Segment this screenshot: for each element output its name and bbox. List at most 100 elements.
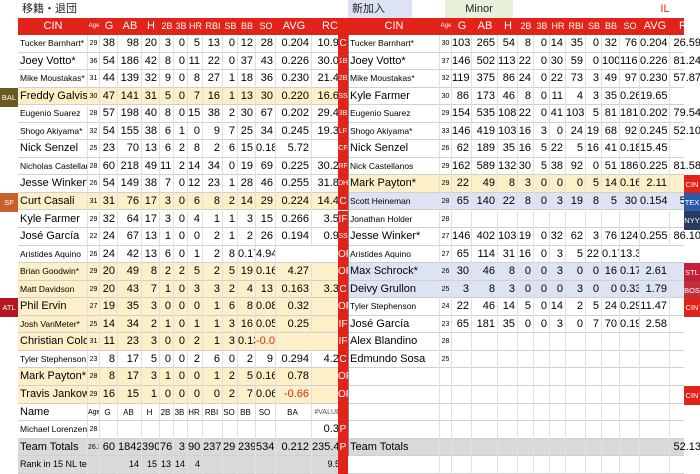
stat-cell [498,421,518,439]
table-row[interactable]: Kyle Farmer 29 32 64 17 3 0 4 1 1 3 15 0.266 3.57 IF [18,210,348,229]
stat-cell: 22 [452,298,472,316]
stat-cell [452,421,472,439]
stat-cell: 68 [602,122,620,141]
stat-cell: 0.230 [640,70,670,88]
stat-cell: 11 [160,157,174,176]
table-row[interactable]: Jonathan Holder 28 [348,210,684,229]
table-row[interactable]: Matt Davidson 29 20 43 7 1 0 3 3 2 4 13 0.163 3.38 C [18,280,348,299]
stat-cell: 0.067 [256,386,276,404]
player-name: Joey Votto* [18,52,88,71]
stat-cell [602,421,620,439]
stat-cell: 3 [142,298,160,316]
stat-cell: -0.66 [276,386,312,404]
table-row[interactable]: Eugenio Suarez 28 57 198 40 8 0 15 38 2 30 67 0.202 2… [18,105,348,123]
table-row[interactable] [348,456,684,474]
stat-cell: 22 [498,192,518,211]
table-row[interactable]: Team Totals26.36018423907639023729239534… [18,438,348,457]
stat-cell: 265 [472,35,498,53]
age-cell [440,386,452,404]
stat-cell: 62 [452,140,472,158]
stat-cell: 23 [203,175,223,193]
stat-cell: 3 [586,70,602,88]
stat-cell: 2 [188,333,203,351]
table-row[interactable]: Name Age G AB H 2B 3B HR RBI SO BB SO BA #VALUE! [18,403,348,422]
table-row[interactable]: Freddy Galvis# 30 47 141 31 5 0 7 16 1 13 30 0.220 16… [18,87,348,106]
position-badge: C [338,35,348,53]
age-cell: 23 [440,315,452,334]
age-cell [440,403,452,422]
table-row[interactable]: Alex Blandino 28 [348,333,684,351]
stat-cell: 8 [223,245,238,264]
player-name: Deivy Grullon [348,280,440,299]
stat-cell: 3 [223,315,238,334]
table-row[interactable]: Scott Heineman2865140228031985300.1545.9… [348,192,700,211]
stat-cell: 14 [498,298,518,316]
stat-cell: 3 [160,35,174,53]
stat-cell: 0 [174,368,188,386]
table-row[interactable]: Rank in 15 NL teams1415131449.54 [18,456,348,474]
stat-cell: 0 [174,333,188,351]
player-name: Tucker Barnhart* [348,35,440,53]
table-row[interactable]: Jesse Winker* 27 146 402 103 19 0 32 62 3 76 124 0.2… [348,228,700,246]
table-row[interactable]: Travis Jankowski*29161510000270.067-0.66… [18,386,352,404]
stat-cell: 0.163 [256,263,276,281]
table-row[interactable]: Tyler Stephenson 23 8 17 5 0 0 2 6 0 2 9 0.294 4.25 C [18,350,348,369]
stat-cell: 103 [566,105,586,123]
stat-cell: 32 [100,210,118,229]
stat-cell: 103 [498,228,518,246]
stat-cell [534,333,550,351]
table-row[interactable]: Mike Moustakas* 32 119 375 86 24 0 22 73 3 49 97 0.2… [348,70,700,88]
table-row[interactable]: Tucker Barnhart* 30 103 265 54 8 0 14 35 0 32 76 0.2… [348,35,700,53]
stat-cell: 29 [256,192,276,211]
stat-cell: BB [238,403,256,422]
table-row[interactable]: Shogo Akiyama* 32 54 155 38 6 1 0 9 7 25 34 0.245 19.… [18,122,348,141]
stat-cell [602,438,620,457]
table-row[interactable]: Nicholas Castellanos28602184911214340196… [18,157,348,176]
table-row[interactable]: Mike Moustakas* 31 44 139 32 9 0 8 27 1 18 36 0.230 2… [18,70,348,88]
table-row[interactable]: Team Totals 52.13 [348,438,700,457]
table-row[interactable]: Joey Votto* 36 54 186 42 8 0 11 22 0 37 43 0.226 30.0… [18,52,348,71]
table-row[interactable]: Jesse Winker* 26 54 149 38 7 0 12 23 1 28 46 0.255 31… [18,175,348,193]
table-row[interactable]: Shogo Akiyama* 33 146 419 103 16 3 0 24 19 68 92 0.2… [348,122,700,141]
table-row[interactable]: Aristides Aquino27651143116035220.17013.… [348,245,684,264]
table-row[interactable]: Curt Casali 31 31 76 17 3 0 6 8 2 14 29 0.224 14.43 C [18,192,348,211]
age-cell: 28 [440,210,452,229]
stat-cell: 2B [160,403,174,422]
table-row[interactable]: Eugenio Suarez 29 154 535 108 22 0 41 103 5 81 181 0… [348,105,700,123]
stat-cell: 20 [142,35,160,53]
position-badge: SS [338,87,348,106]
stat-cell: 3 [142,333,160,351]
table-row[interactable]: Tyler Stephenson24224614501425240.29411.… [348,298,684,316]
table-row[interactable] [348,403,684,422]
position-badge: IF [338,315,348,334]
stat-cell: 3 [498,280,518,299]
table-row[interactable]: Tucker Barnhart* 29 38 98 20 3 0 5 13 0 12 28 0.204 1… [18,35,348,53]
table-row[interactable]: Nick Castellanos 29 162 589 132 30 5 38 92 0 51 186… [348,157,700,176]
stat-cell: 5 [586,175,602,193]
table-row[interactable]: José García 22 24 67 13 1 0 0 2 1 2 26 0.194 0.96 SS [18,228,348,246]
table-row[interactable]: Edmundo Sosa 25 [348,350,684,369]
stat-cell: 4 [238,280,256,299]
table-row[interactable] [348,421,684,439]
table-row[interactable]: Michael Lorenzen 28 0.33 P [18,421,348,439]
player-name: Brian Goodwin* [18,263,88,281]
table-row[interactable]: Joey Votto* 37 146 502 113 22 0 30 59 0 100 116 0.22… [348,52,700,71]
table-row[interactable] [348,368,684,386]
stat-cell: 16 [100,386,118,404]
stat-cell: 0.186 [256,140,276,158]
player-name: Travis Jankowski* [18,386,88,404]
table-row[interactable] [348,386,684,404]
